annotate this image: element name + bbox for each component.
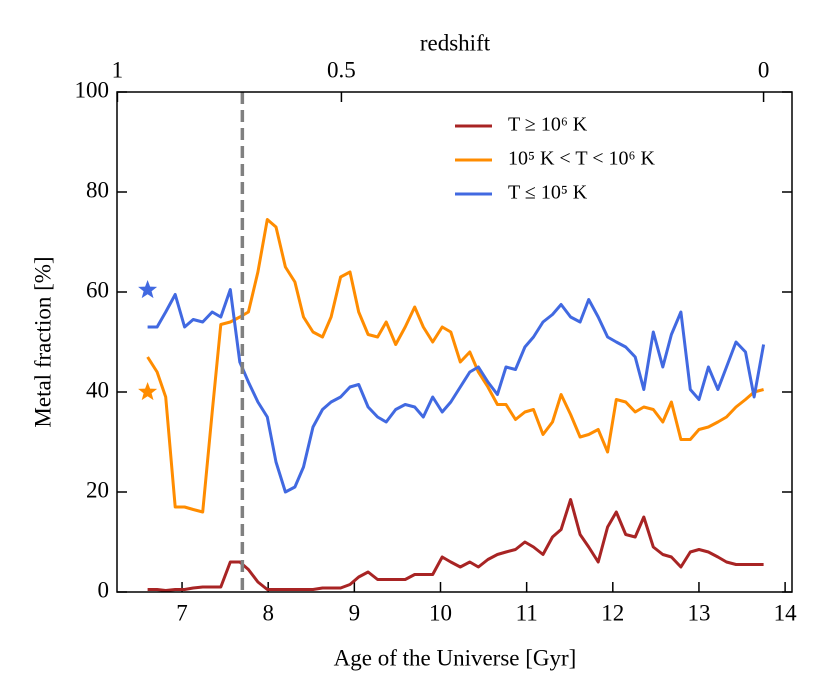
top-tick-label: 0 [758,57,770,82]
y-tick-label: 40 [86,377,109,402]
x-tick-label: 8 [262,600,274,625]
star-marker [138,382,158,401]
x-tick-label: 13 [687,600,710,625]
legend-label: 10⁵ K < T < 10⁶ K [508,148,655,170]
x-tick-label: 14 [774,600,798,625]
y-tick-label: 0 [98,577,110,602]
series-line [147,498,764,592]
x-tick-label: 11 [516,600,538,625]
x-tick-label: 9 [349,600,361,625]
plot-frame [116,91,793,593]
top-tick-label: 1 [112,57,124,82]
top-tick-label: 0.5 [327,57,356,82]
y-axis-label: Metal fraction [%] [30,256,55,427]
x-tick-label: 7 [176,600,188,625]
series-line [146,218,764,514]
legend-label: T ≥ 10⁶ K [508,114,588,136]
y-tick-label: 100 [75,77,110,102]
y-tick-label: 20 [86,477,109,502]
legend-label: T ≤ 10⁵ K [508,182,588,204]
top-axis-label: redshift [420,30,491,55]
y-tick-label: 80 [86,177,109,202]
series-line [147,288,766,494]
y-tick-label: 60 [86,277,109,302]
x-axis-label: Age of the Universe [Gyr] [334,645,577,670]
x-tick-label: 12 [601,600,624,625]
x-tick-label: 10 [429,600,452,625]
star-marker [138,280,158,299]
